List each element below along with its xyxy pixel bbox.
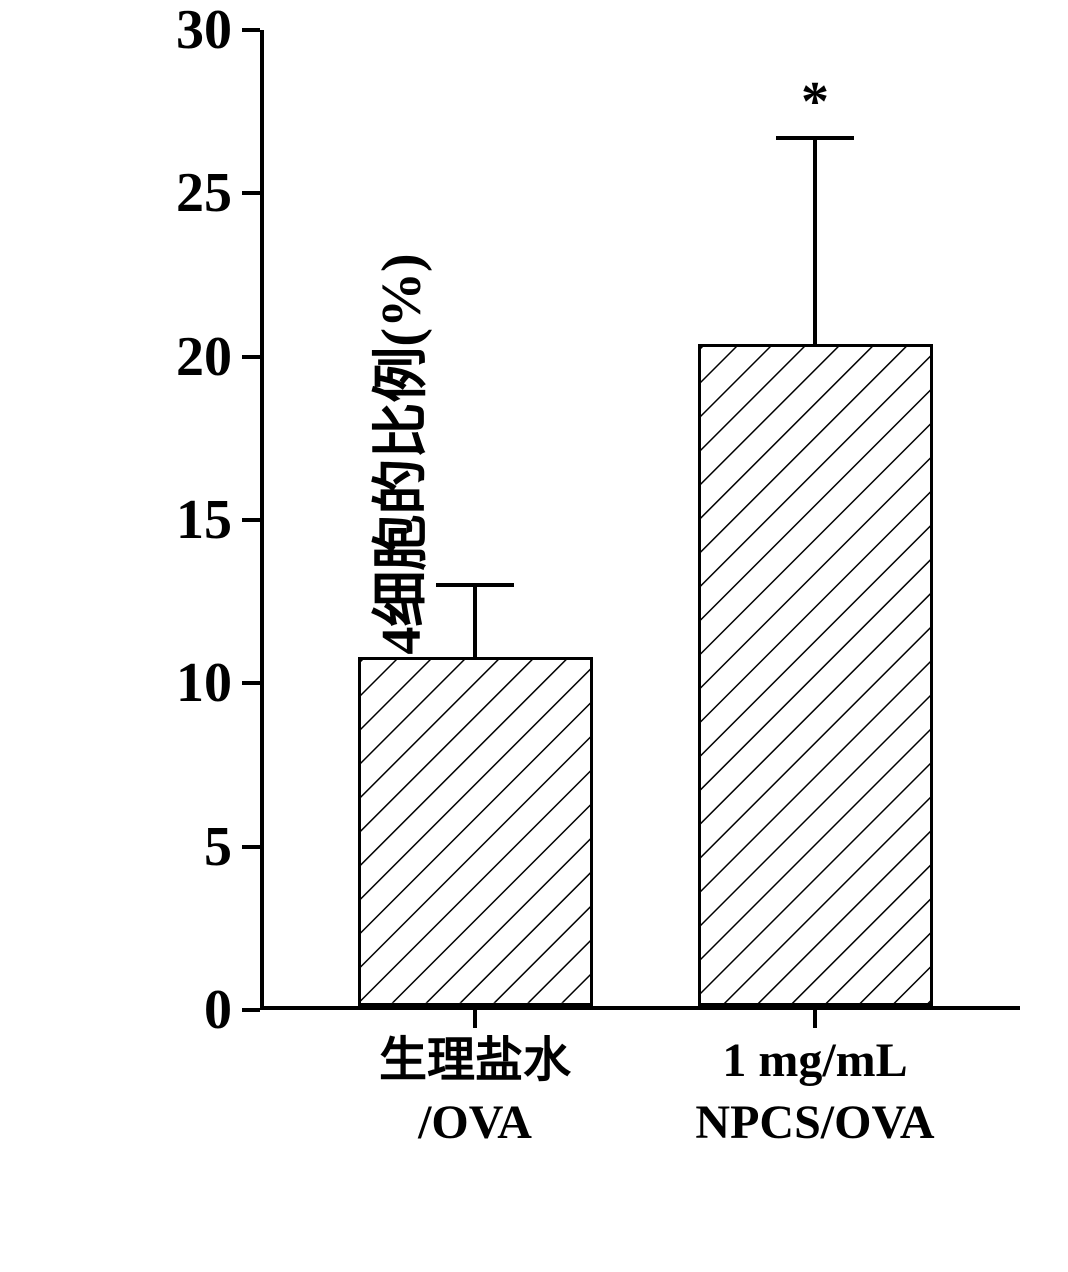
y-tick <box>242 355 260 359</box>
y-tick <box>242 28 260 32</box>
y-tick-label: 5 <box>204 815 232 879</box>
y-tick-label: 10 <box>176 651 232 715</box>
x-tick-label: 生理盐水 /OVA <box>379 1030 571 1155</box>
y-tick-label: 0 <box>204 978 232 1042</box>
y-axis-line <box>260 30 264 1010</box>
chart-container: OVA阳性DC2.4细胞的比例(%) 051015202530生理盐水 /OVA… <box>40 30 1030 1230</box>
plot-area <box>260 30 1020 1010</box>
y-tick-label: 20 <box>176 325 232 389</box>
x-tick <box>813 1010 817 1028</box>
y-tick <box>242 1008 260 1012</box>
y-tick <box>242 681 260 685</box>
x-tick-label: 1 mg/mL NPCS/OVA <box>695 1030 934 1155</box>
x-axis-line <box>260 1006 1020 1010</box>
y-tick <box>242 518 260 522</box>
y-tick <box>242 845 260 849</box>
y-tick-label: 15 <box>176 488 232 552</box>
y-tick <box>242 191 260 195</box>
bar <box>358 657 593 1006</box>
x-tick <box>473 1010 477 1028</box>
y-tick-label: 30 <box>176 0 232 62</box>
error-bar-line <box>473 585 477 657</box>
error-bar-line <box>813 138 817 344</box>
error-bar-cap <box>436 583 514 587</box>
significance-marker: * <box>801 70 829 134</box>
y-tick-label: 25 <box>176 161 232 225</box>
bar <box>698 344 933 1006</box>
error-bar-cap <box>776 136 854 140</box>
